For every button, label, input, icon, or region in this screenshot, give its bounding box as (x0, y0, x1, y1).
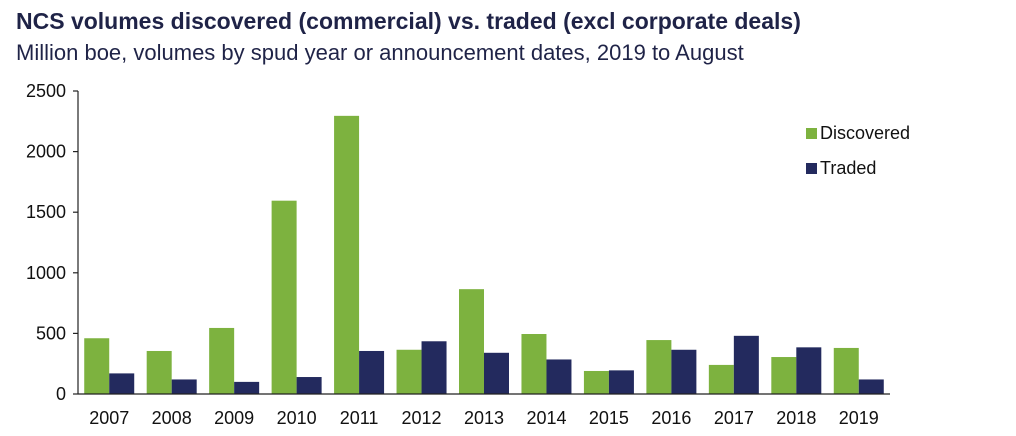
bar-traded-2017 (733, 335, 759, 394)
bar-discovered-2018 (771, 357, 797, 394)
bar-discovered-2007 (84, 338, 110, 394)
bar-traded-2016 (671, 349, 697, 394)
x-tick-label: 2011 (340, 408, 379, 428)
bar-discovered-2010 (271, 200, 297, 394)
bar-discovered-2015 (583, 370, 609, 394)
x-tick-label: 2007 (89, 408, 129, 428)
x-tick-label: 2014 (526, 408, 566, 428)
axes-group: 2007 2008 2009 2010 2011 2012 2013 2014 2015 2016… (26, 81, 890, 428)
bars-group (84, 115, 884, 394)
legend-swatch-traded (806, 163, 817, 174)
x-tick-label: 2018 (776, 408, 816, 428)
chart-subtitle: Million boe, volumes by spud year or ann… (16, 40, 744, 65)
legend-swatch-discovered (806, 128, 817, 139)
x-tick-label: 2019 (839, 408, 879, 428)
y-tick-label: 500 (36, 323, 66, 343)
bar-discovered-2012 (396, 349, 422, 394)
bar-discovered-2013 (459, 289, 484, 394)
chart-title: NCS volumes discovered (commercial) vs. … (16, 8, 801, 34)
legend-label-traded: Traded (820, 158, 876, 178)
bar-traded-2011 (359, 350, 385, 394)
bar-discovered-2016 (646, 340, 672, 394)
x-tick-label: 2016 (651, 408, 691, 428)
x-tick-label: 2015 (589, 408, 629, 428)
bar-traded-2012 (421, 341, 447, 394)
bar-discovered-2008 (146, 350, 172, 394)
y-tick-label: 1000 (26, 263, 66, 283)
y-tick-label: 0 (56, 384, 66, 404)
bar-traded-2010 (296, 377, 322, 394)
bar-discovered-2009 (209, 327, 235, 394)
bar-traded-2014 (546, 359, 572, 394)
legend-label-discovered: Discovered (820, 123, 910, 143)
x-tick-label: 2009 (214, 408, 254, 428)
bar-traded-2013 (484, 352, 509, 394)
y-tick-label: 2000 (26, 142, 66, 162)
x-tick-label: 2017 (714, 408, 754, 428)
bar-discovered-2011 (334, 115, 360, 394)
legend: Discovered Traded (806, 123, 910, 178)
x-tick-label: 2013 (464, 408, 504, 428)
x-tick-label: 2012 (402, 408, 442, 428)
bar-traded-2018 (796, 347, 822, 394)
bar-discovered-2017 (708, 364, 734, 394)
x-tick-label: 2008 (152, 408, 192, 428)
bar-traded-2019 (858, 379, 884, 394)
x-tick-label: 2010 (277, 408, 317, 428)
bar-traded-2015 (608, 370, 634, 394)
bar-discovered-2014 (521, 334, 547, 394)
y-tick-label: 1500 (26, 202, 66, 222)
bar-traded-2008 (171, 379, 197, 394)
bar-discovered-2019 (833, 347, 859, 394)
bar-traded-2009 (234, 381, 260, 394)
y-tick-label: 2500 (26, 81, 66, 101)
bar-traded-2007 (109, 373, 135, 394)
